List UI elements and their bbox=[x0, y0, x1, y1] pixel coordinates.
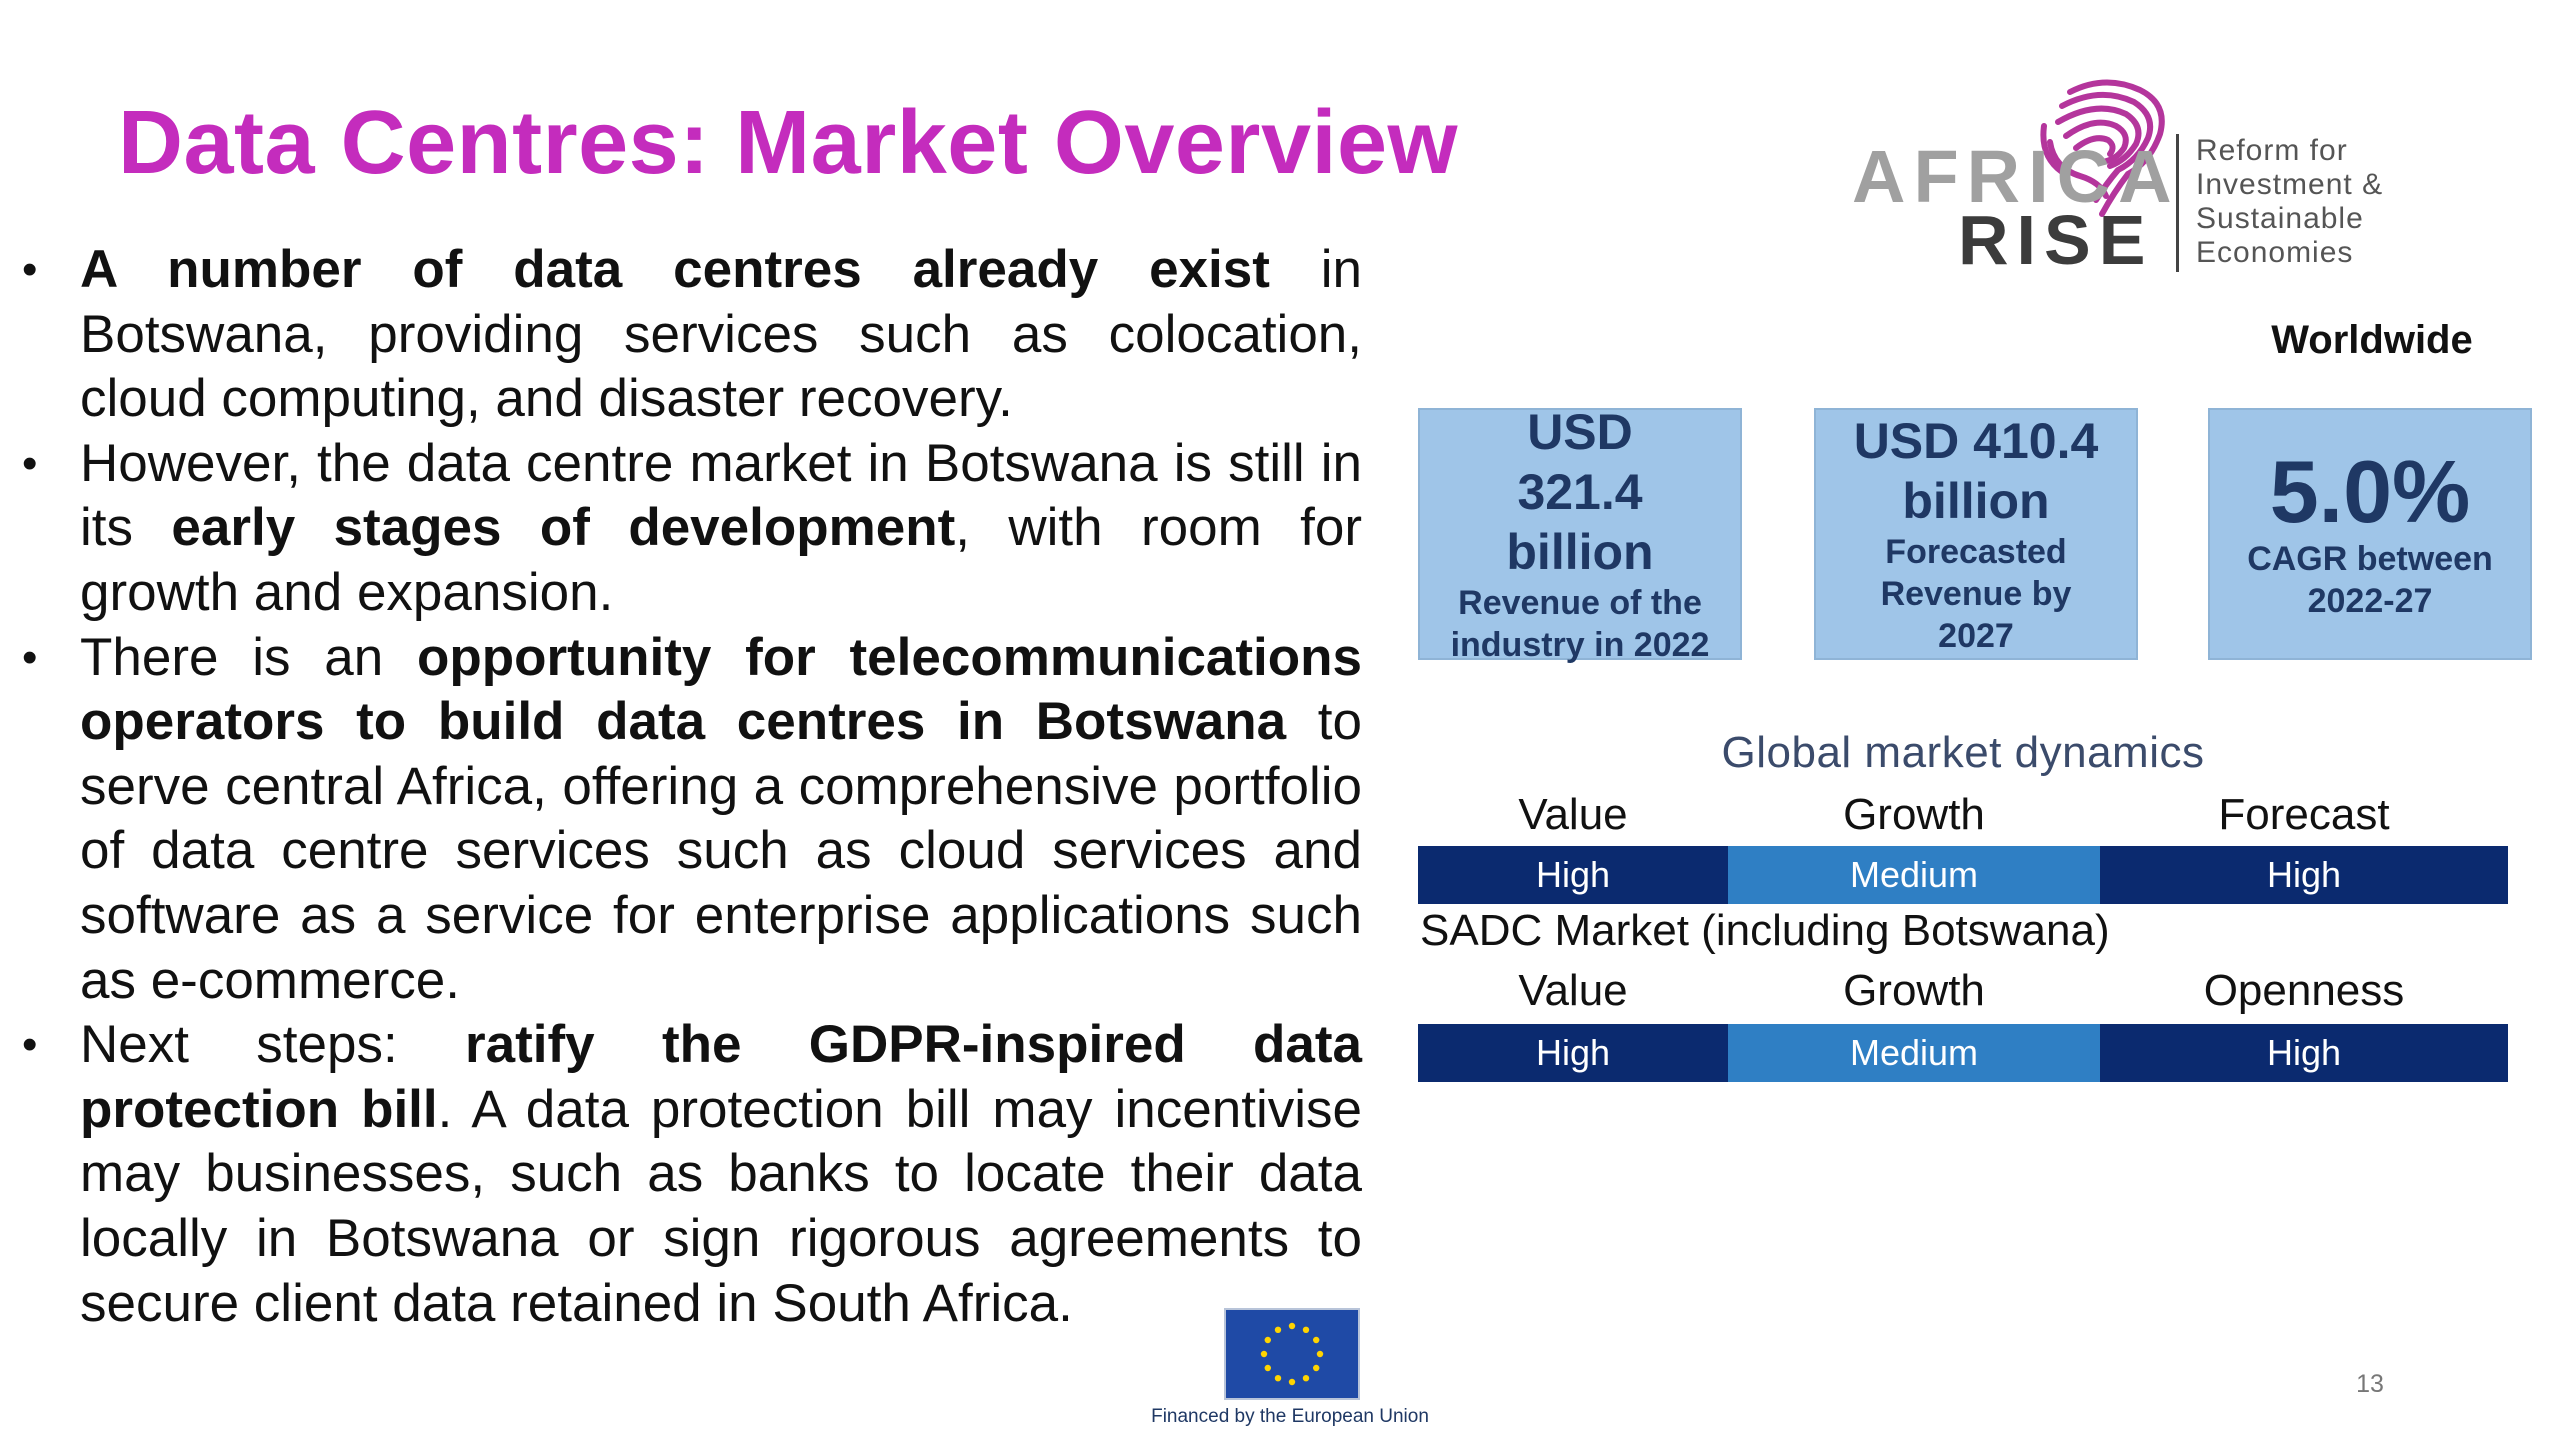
eu-star-icon bbox=[1288, 1378, 1296, 1386]
eu-star-icon bbox=[1302, 1326, 1310, 1333]
bullet-list: A number of data centres already exist i… bbox=[22, 238, 1362, 1336]
stat-value: 5.0% bbox=[2269, 442, 2471, 541]
bullet-text: There is an opportunity for telecommunic… bbox=[80, 628, 1362, 1010]
bullet-item: There is an opportunity for telecommunic… bbox=[22, 626, 1362, 1014]
bullet-plain-text: However, the data centre market in Botsw… bbox=[80, 433, 1362, 558]
logo-tagline-line: Economies bbox=[2196, 236, 2354, 269]
logo-tagline-line: Reform for bbox=[2196, 134, 2348, 167]
sadc-value-row: High Medium High bbox=[1418, 1024, 2508, 1082]
eu-star-icon bbox=[1260, 1350, 1268, 1358]
logo-divider bbox=[2176, 134, 2179, 272]
bullet-text: Next steps: ratify the GDPR-inspired dat… bbox=[80, 1015, 1362, 1332]
bullet-bold-text: early stages of development bbox=[171, 498, 956, 558]
sadc-market-title: SADC Market (including Botswana) bbox=[1420, 906, 2110, 955]
eu-star-icon bbox=[1264, 1364, 1271, 1372]
bullet-bold-text: opportunity for telecommunications opera… bbox=[80, 627, 1362, 752]
rating-cell: High bbox=[1418, 1024, 1728, 1082]
bullet-plain-text: There is an bbox=[80, 627, 417, 687]
logo-tagline: Reform for Investment & Sustainable Econ… bbox=[2196, 134, 2383, 270]
eu-star-icon bbox=[1313, 1336, 1320, 1344]
bullet-bold-text: ratify the GDPR-inspired data protection… bbox=[80, 1015, 1362, 1139]
africa-rise-logo: AFRICA RISE Reform for Investment & Sust… bbox=[1840, 72, 2440, 292]
logo-tagline-line: Sustainable bbox=[2196, 202, 2364, 235]
eu-funding-caption: Financed by the European Union bbox=[1151, 1406, 1429, 1427]
sadc-header-row: Value Growth Openness bbox=[1418, 966, 2508, 1024]
bullet-plain-text: Next steps: bbox=[80, 1015, 466, 1075]
column-header: Forecast bbox=[2218, 790, 2390, 839]
eu-star-icon bbox=[1302, 1375, 1310, 1382]
logo-word-africa: AFRICA bbox=[1852, 135, 2180, 218]
stat-forecast-2027: USD 410.4 billion Forecasted Revenue by … bbox=[1814, 408, 2138, 660]
eu-star-icon bbox=[1316, 1350, 1324, 1358]
eu-star-icon bbox=[1274, 1375, 1282, 1382]
eu-star-icon bbox=[1288, 1322, 1296, 1330]
worldwide-label: Worldwide bbox=[2271, 318, 2473, 362]
column-header: Growth bbox=[1843, 790, 1985, 839]
bullet-plain-text: in Botswana, providing services such as … bbox=[80, 240, 1362, 429]
rating-cell: Medium bbox=[1728, 1024, 2100, 1082]
bullet-text: A number of data centres already exist i… bbox=[80, 240, 1362, 428]
logo-tagline-line: Investment & bbox=[2196, 168, 2384, 201]
bullet-text: However, the data centre market in Botsw… bbox=[80, 434, 1362, 622]
bullet-plain-text: , with room for growth and expansion. bbox=[80, 498, 1362, 622]
column-header: Growth bbox=[1843, 966, 1985, 1015]
rating-cell: High bbox=[2100, 1024, 2508, 1082]
eu-star-icon bbox=[1274, 1326, 1282, 1333]
eu-star-icon bbox=[1313, 1364, 1320, 1372]
rating-cell: High bbox=[1418, 846, 1728, 904]
bullet-plain-text: . A data protection bill may incentivise… bbox=[80, 1079, 1362, 1333]
global-header-row: Value Growth Forecast bbox=[1418, 790, 2508, 848]
stat-caption: Forecasted Revenue by 2027 bbox=[1880, 533, 2072, 655]
bullet-item: Next steps: ratify the GDPR-inspired dat… bbox=[22, 1013, 1362, 1336]
bullet-item: A number of data centres already exist i… bbox=[22, 238, 1362, 432]
rating-cell: High bbox=[2100, 846, 2508, 904]
bullet-bold-text: A number of data centres already exist bbox=[80, 240, 1270, 299]
stat-caption: Revenue of the industry in 2022 bbox=[1450, 584, 1710, 664]
global-value-row: High Medium High bbox=[1418, 846, 2508, 904]
global-dynamics-title: Global market dynamics bbox=[1721, 728, 2205, 777]
bullet-item: However, the data centre market in Botsw… bbox=[22, 432, 1362, 626]
rating-cell: Medium bbox=[1728, 846, 2100, 904]
page-number: 13 bbox=[2356, 1370, 2384, 1398]
column-header: Openness bbox=[2203, 966, 2405, 1015]
fingerprint-africa-icon bbox=[2040, 79, 2165, 217]
stat-cagr: 5.0% CAGR between 2022-27 bbox=[2208, 408, 2532, 660]
column-header: Value bbox=[1518, 790, 1628, 839]
stat-caption: CAGR between 2022-27 bbox=[2247, 540, 2493, 620]
column-header: Value bbox=[1518, 966, 1628, 1015]
bullet-plain-text: to serve central Africa, offering a comp… bbox=[80, 692, 1362, 1010]
eu-flag-icon bbox=[1224, 1308, 1360, 1400]
slide-title: Data Centres: Market Overview bbox=[118, 93, 1459, 193]
logo-word-rise: RISE bbox=[1958, 201, 2154, 279]
eu-star-icon bbox=[1264, 1336, 1271, 1344]
stat-value: USD 410.4 billion bbox=[1853, 413, 2099, 529]
stat-value: USD 321.4 billion bbox=[1506, 404, 1654, 580]
stat-revenue-2022: USD 321.4 billion Revenue of the industr… bbox=[1418, 404, 1742, 664]
